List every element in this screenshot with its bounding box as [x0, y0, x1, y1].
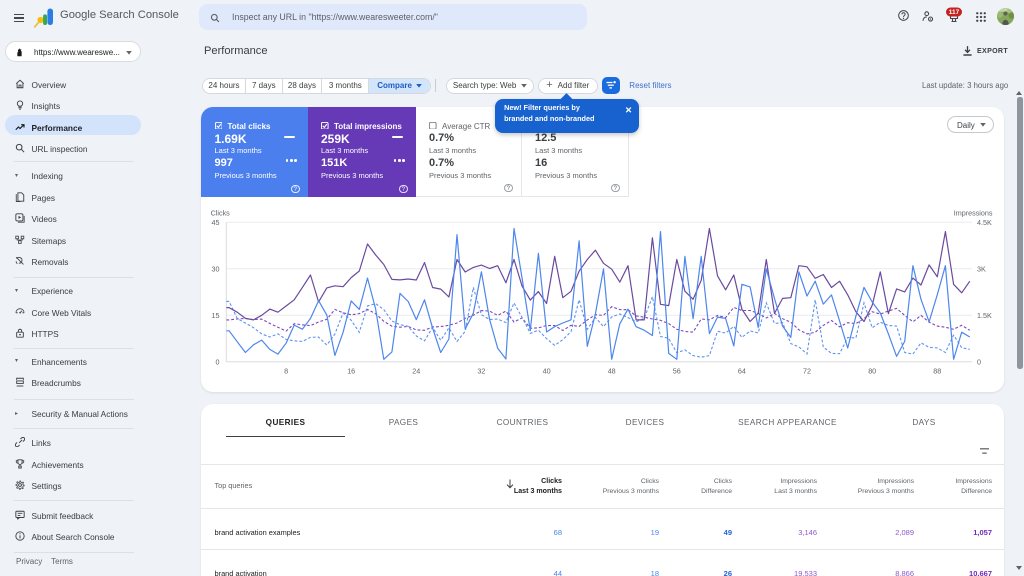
svg-text:80: 80 [868, 367, 876, 376]
svg-text:48: 48 [608, 367, 616, 376]
svg-text:40: 40 [543, 367, 551, 376]
svg-text:1.5K: 1.5K [977, 311, 992, 320]
svg-text:0: 0 [216, 357, 220, 366]
svg-text:3K: 3K [977, 264, 986, 273]
svg-text:72: 72 [803, 367, 811, 376]
svg-text:Impressions: Impressions [954, 209, 993, 218]
svg-text:0: 0 [977, 357, 981, 366]
svg-text:Clicks: Clicks [211, 209, 231, 218]
svg-text:8: 8 [284, 367, 288, 376]
svg-text:88: 88 [933, 367, 941, 376]
svg-text:30: 30 [212, 264, 220, 273]
svg-text:15: 15 [212, 311, 220, 320]
svg-text:45: 45 [212, 218, 220, 227]
svg-text:117: 117 [949, 9, 960, 16]
svg-text:24: 24 [412, 367, 420, 376]
svg-text:4.5K: 4.5K [977, 218, 992, 227]
svg-text:32: 32 [477, 367, 485, 376]
svg-text:64: 64 [738, 367, 746, 376]
svg-text:56: 56 [673, 367, 681, 376]
svg-text:16: 16 [347, 367, 355, 376]
